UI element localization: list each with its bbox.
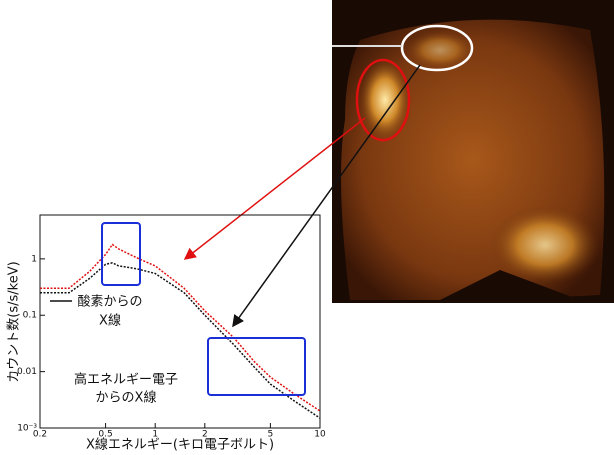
annotation: 酸素からの bbox=[77, 295, 142, 310]
highlight-box bbox=[102, 223, 140, 285]
y-axis-label: カウント数(s/s/keV) bbox=[7, 261, 22, 382]
x-tick-label: 10 bbox=[314, 430, 326, 440]
y-tick-label: 10⁻³ bbox=[17, 424, 37, 434]
y-tick-label: 0.1 bbox=[23, 311, 37, 321]
x-axis-label: X線エネルギー(キロ電子ボルト) bbox=[86, 437, 274, 453]
figure: 0.20.51251010⁻³0.010.11 酸素からの X線 高エネルギー電… bbox=[0, 0, 614, 455]
plot-frame bbox=[40, 215, 320, 428]
y-tick-label: 1 bbox=[31, 254, 37, 264]
annotation: 高エネルギー電子 bbox=[74, 372, 178, 388]
highlight-box bbox=[208, 338, 305, 395]
annotation: からのX線 bbox=[96, 390, 157, 406]
annotation: X線 bbox=[99, 313, 121, 329]
